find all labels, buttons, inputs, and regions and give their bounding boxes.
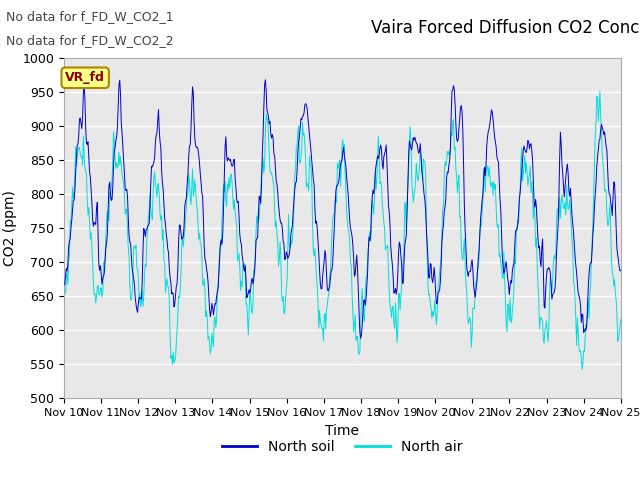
- North air: [596, 88, 604, 94]
- North air: [426, 301, 434, 307]
- X-axis label: Time: Time: [325, 424, 360, 438]
- North soil: [184, 172, 192, 178]
- Text: No data for f_FD_W_CO2_2: No data for f_FD_W_CO2_2: [6, 34, 174, 47]
- North air: [617, 317, 625, 323]
- North soil: [617, 268, 625, 274]
- North soil: [262, 77, 269, 83]
- North air: [127, 297, 135, 303]
- Line: North soil: North soil: [64, 80, 621, 338]
- North air: [214, 294, 221, 300]
- North soil: [70, 197, 78, 203]
- North soil: [127, 252, 135, 258]
- Legend: North soil, North air: North soil, North air: [216, 434, 468, 460]
- North soil: [214, 289, 221, 295]
- North air: [184, 191, 192, 196]
- North air: [410, 193, 418, 199]
- North air: [578, 367, 586, 372]
- Line: North air: North air: [64, 91, 621, 370]
- Text: No data for f_FD_W_CO2_1: No data for f_FD_W_CO2_1: [6, 10, 174, 23]
- North soil: [60, 282, 68, 288]
- North air: [70, 190, 78, 196]
- North soil: [356, 336, 364, 341]
- Text: Vaira Forced Diffusion CO2 Concentration: Vaira Forced Diffusion CO2 Concentration: [371, 19, 640, 37]
- Text: VR_fd: VR_fd: [65, 71, 105, 84]
- North soil: [412, 137, 419, 143]
- Y-axis label: CO2 (ppm): CO2 (ppm): [3, 190, 17, 266]
- North soil: [428, 276, 436, 281]
- North air: [60, 292, 68, 298]
